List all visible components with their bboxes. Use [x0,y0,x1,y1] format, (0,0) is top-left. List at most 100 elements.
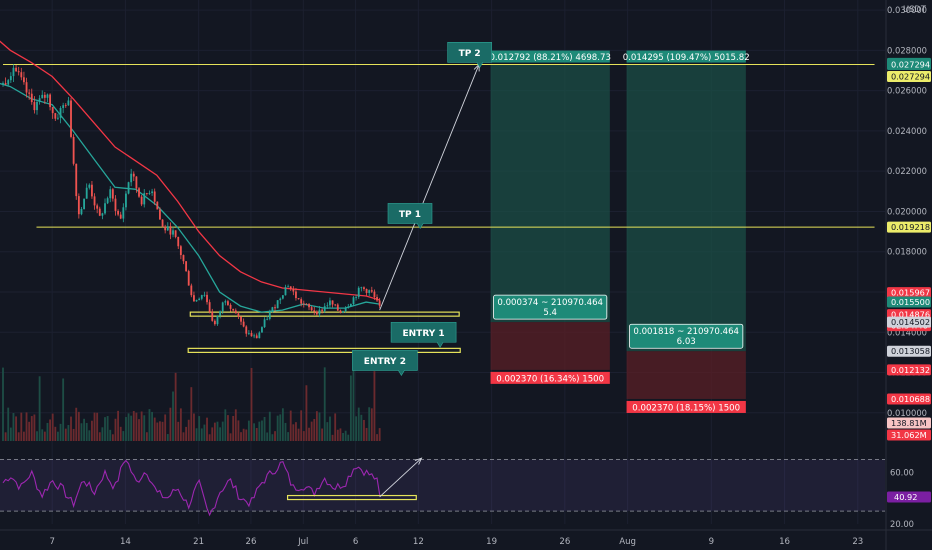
volume-bar [28,421,31,441]
candle-body [109,189,112,199]
volume-bar [234,409,237,441]
candle-body [174,230,177,237]
volume-bar [342,433,344,441]
time-axis[interactable]: 7 14 21 26 Jul 6 12 19 26 Aug 9 16 23 [0,529,932,547]
price-badge-label: 0.015967 [891,288,930,298]
volume-bar [357,407,360,441]
price-axis-background [886,0,932,550]
candle-body [305,303,308,305]
position-profit-zone[interactable] [490,64,610,323]
volume-bar [127,413,130,441]
volume-bar [376,434,378,441]
volume-bar [15,416,17,441]
time-tick-label: Jul [297,537,308,547]
volume-bar [224,409,227,441]
candle-body [169,226,172,235]
volume-bar [227,415,229,441]
rsi-value-badge-label: 40.92 [894,492,917,502]
candle-body [64,105,67,107]
candle-body [329,300,331,306]
position-loss-zone[interactable] [626,351,746,399]
volume-bar [62,378,65,441]
callout-bubble[interactable] [447,42,492,68]
candle-body [101,213,104,216]
position-profit-zone[interactable] [626,64,746,352]
candle-body [91,184,93,197]
candle-body [185,261,188,272]
candle-body [247,333,250,334]
volume-bar [336,429,339,441]
volume-bar [190,387,193,441]
callout-label: TP 2 [459,49,481,59]
position-tp-label: 0.014295 (109.47%) 5015.82 [623,53,750,63]
candle-body [153,191,156,202]
candle-body [20,72,23,78]
candle-body [70,100,72,137]
callout-bubble[interactable] [390,321,457,348]
volume-bar [219,427,222,441]
callout-bubble[interactable] [352,350,418,377]
volume-bar [164,414,167,441]
volume-bar [9,427,12,441]
price-badge-box [887,296,931,308]
volume-bar [72,428,75,441]
rsi-arrow-line[interactable] [379,457,422,498]
volume-bar [187,419,190,441]
position-tools[interactable]: 0.012792 (88.21%) 4698.73 0.000374 ~ 2109… [489,50,750,414]
candles [2,64,381,339]
volume-bar [313,418,316,441]
candle-body [145,193,148,194]
horizontal-levels[interactable] [3,64,875,228]
volume-bar [300,410,303,441]
volume-bar [125,417,127,441]
volume-bar [54,426,57,441]
volume-bar [93,412,96,441]
candle-body [179,246,182,256]
time-tick-label: Aug [619,537,636,547]
rsi-arrow-head[interactable] [414,457,423,465]
candle-body [138,188,140,197]
entry-zone-box[interactable] [187,347,461,353]
candle-body [36,101,38,111]
price-tick-label: 0.022000 [887,166,927,176]
projection-arrow-line[interactable] [379,64,480,311]
volume-bar [33,414,36,441]
volume-bar [130,415,133,441]
volume-bar [106,416,109,441]
candle-body [172,230,174,235]
candle-body [281,295,284,299]
candle-body [195,299,198,302]
volume-bar [122,431,125,441]
position-loss-zone[interactable] [490,322,610,370]
time-tick-label: 26 [245,537,256,547]
candle-body [331,300,334,305]
candle-body [310,307,313,311]
candle-body [318,309,321,315]
volume-bar [326,422,329,441]
candle-body [342,311,344,313]
annotations[interactable]: TP 2 TP 1 ENTRY 1 ENTRY 2 [352,42,492,377]
candle-body [370,290,373,292]
position-tp-label: 0.012792 (88.21%) 4698.73 [489,53,610,63]
volume-bar [75,407,78,441]
moving-averages [0,40,380,313]
volume-bar [59,423,62,441]
candle-body [75,163,78,197]
rsi-support-zone[interactable] [286,494,417,501]
candle-body [279,298,282,301]
volume-bar [159,421,161,441]
volume-bar [67,425,70,441]
rsi-value-badge-box [887,491,931,503]
callout-bubble[interactable] [387,203,433,230]
price-badge-label: 0.019218 [891,222,930,232]
candle-body [28,92,31,94]
candle-body [30,93,33,103]
volume-bar [12,412,15,441]
volume-bar [49,419,51,441]
time-tick-label: 14 [120,537,131,547]
volume-bar [151,411,154,441]
candle-body [164,226,167,231]
candle-body [206,294,208,303]
